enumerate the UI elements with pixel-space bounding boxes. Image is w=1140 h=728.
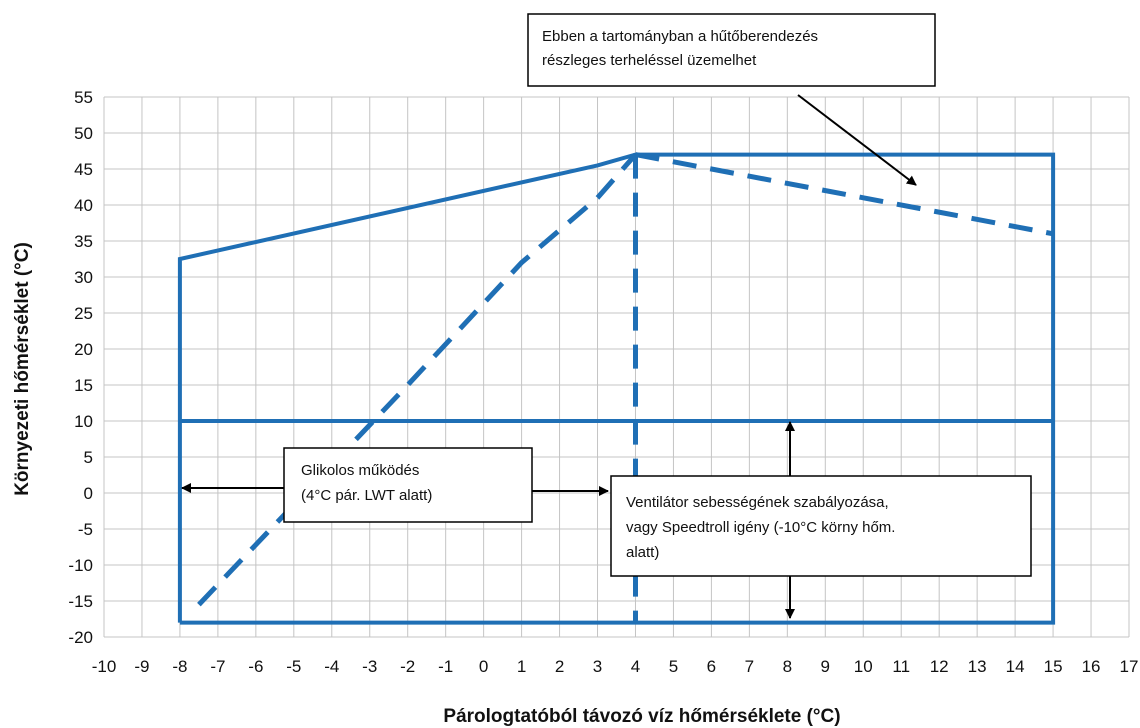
x-tick-label: -9 bbox=[134, 657, 149, 676]
x-axis-title: Párologtatóból távozó víz hőmérséklete (… bbox=[443, 706, 840, 727]
annotation-partial-load-arrow bbox=[797, 94, 917, 186]
annotation-fan-speed-line-2: vagy Speedtroll igény (-10°C körny hőm. bbox=[626, 519, 895, 536]
x-tick-label: 2 bbox=[555, 657, 564, 676]
x-tick-label: -1 bbox=[438, 657, 453, 676]
y-tick-label: 15 bbox=[74, 376, 93, 395]
x-tick-label: 7 bbox=[745, 657, 754, 676]
x-tick-label: -6 bbox=[248, 657, 263, 676]
x-tick-label: 6 bbox=[707, 657, 716, 676]
y-tick-label: -20 bbox=[68, 628, 93, 647]
y-tick-label: -10 bbox=[68, 556, 93, 575]
x-tick-label: -4 bbox=[324, 657, 339, 676]
x-tick-label: -7 bbox=[210, 657, 225, 676]
annotation-fan-speed-box bbox=[610, 475, 1032, 577]
annotation-fan-speed-line-1: Ventilátor sebességének szabályozása, bbox=[626, 494, 889, 511]
y-tick-label: 50 bbox=[74, 124, 93, 143]
annotation-fan-speed: Ventilátor sebességének szabályozása, va… bbox=[610, 421, 1032, 619]
y-tick-label: 10 bbox=[74, 412, 93, 431]
y-tick-label: -5 bbox=[78, 520, 93, 539]
x-tick-label: 17 bbox=[1120, 657, 1139, 676]
x-tick-label: -2 bbox=[400, 657, 415, 676]
x-tick-label: 16 bbox=[1082, 657, 1101, 676]
y-axis-title: Környezeti hőmérséklet (°C) bbox=[12, 242, 33, 496]
y-tick-label: 35 bbox=[74, 232, 93, 251]
x-tick-label: -5 bbox=[286, 657, 301, 676]
annotation-partial-load-line-1: Ebben a tartományban a hűtőberendezés bbox=[542, 28, 818, 45]
y-tick-label: -15 bbox=[68, 592, 93, 611]
annotation-glycol: Glikolos működés (4°C pár. LWT alatt) bbox=[181, 447, 609, 523]
annotation-glycol-line-2: (4°C pár. LWT alatt) bbox=[301, 487, 432, 504]
y-tick-label: 25 bbox=[74, 304, 93, 323]
x-tick-label: 13 bbox=[968, 657, 987, 676]
series-line-3 bbox=[197, 152, 638, 607]
x-tick-labels: -10 -9 -8 -7 -6 -5 -4 -3 -2 -1 0 1 2 3 4 5 6 7 8 9 10 11 12 13 1… bbox=[92, 657, 1139, 676]
y-tick-label: 30 bbox=[74, 268, 93, 287]
series-group bbox=[177, 152, 1056, 625]
y-tick-label: 5 bbox=[84, 448, 93, 467]
y-tick-label: 40 bbox=[74, 196, 93, 215]
annotation-partial-load: Ebben a tartományban a hűtőberendezés ré… bbox=[527, 13, 936, 186]
x-tick-label: 10 bbox=[854, 657, 873, 676]
x-tick-label: -3 bbox=[362, 657, 377, 676]
x-tick-label: 15 bbox=[1044, 657, 1063, 676]
y-tick-label: 55 bbox=[74, 88, 93, 107]
series-line-5 bbox=[635, 152, 1054, 237]
annotation-partial-load-box bbox=[527, 13, 936, 87]
annotation-glycol-line-1: Glikolos működés bbox=[301, 462, 419, 479]
y-tick-label: 45 bbox=[74, 160, 93, 179]
x-tick-label: 11 bbox=[892, 657, 910, 676]
x-tick-label: 4 bbox=[631, 657, 640, 676]
annotation-fan-speed-line-3: alatt) bbox=[626, 544, 659, 561]
annotation-glycol-box bbox=[283, 447, 533, 523]
x-tick-label: 8 bbox=[783, 657, 792, 676]
x-tick-label: 9 bbox=[821, 657, 830, 676]
x-tick-label: -10 bbox=[92, 657, 117, 676]
x-tick-label: 0 bbox=[479, 657, 488, 676]
x-tick-label: 12 bbox=[930, 657, 949, 676]
x-tick-label: 14 bbox=[1006, 657, 1025, 676]
x-tick-label: 1 bbox=[517, 657, 526, 676]
x-tick-label: -8 bbox=[172, 657, 187, 676]
x-tick-label: 3 bbox=[593, 657, 602, 676]
y-tick-label: 0 bbox=[84, 484, 93, 503]
y-tick-label: 20 bbox=[74, 340, 93, 359]
x-tick-label: 5 bbox=[669, 657, 678, 676]
annotation-partial-load-line-2: részleges terheléssel üzemelhet bbox=[542, 52, 757, 69]
